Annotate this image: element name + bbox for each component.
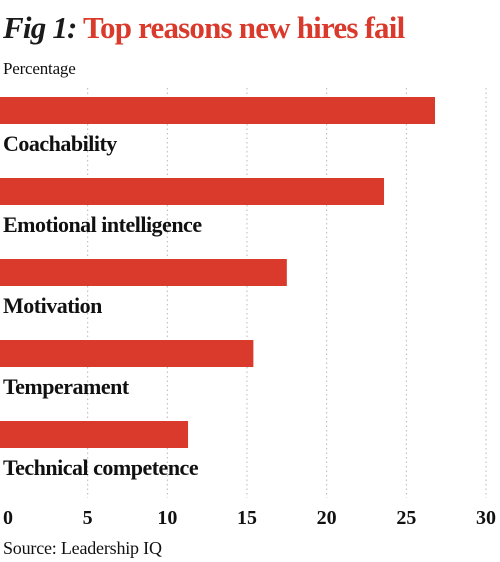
bar-4 <box>0 421 189 448</box>
bar-3 <box>0 340 254 367</box>
category-label-1: Emotional intelligence <box>3 212 202 237</box>
category-labels: Coachability Emotional intelligence Motiva… <box>3 131 203 480</box>
x-axis-ticks: 0 5 10 15 20 25 30 <box>3 507 496 529</box>
x-tick-label-1: 5 <box>83 507 93 529</box>
category-label-4: Technical competence <box>3 455 199 480</box>
x-tick-label-3: 15 <box>237 507 257 529</box>
figure-label: Fig 1: <box>3 10 77 45</box>
x-tick-label-5: 25 <box>396 507 416 529</box>
bar-2 <box>0 259 287 286</box>
category-label-3: Temperament <box>3 374 130 399</box>
chart-subtitle: Percentage <box>3 59 76 78</box>
bar-0 <box>0 97 436 124</box>
x-tick-label-6: 30 <box>476 507 496 529</box>
bars <box>0 97 436 448</box>
chart-title: Fig 1: Top reasons new hires fail <box>3 6 405 50</box>
figure-title: Top reasons new hires fail <box>82 10 405 45</box>
x-tick-label-0: 0 <box>3 507 13 529</box>
source-note: Source: Leadership IQ <box>3 538 162 558</box>
category-label-2: Motivation <box>3 293 102 318</box>
x-tick-label-4: 20 <box>317 507 337 529</box>
category-label-0: Coachability <box>3 131 117 156</box>
gridlines <box>87 88 487 498</box>
bar-1 <box>0 178 385 205</box>
x-tick-label-2: 10 <box>157 507 177 529</box>
